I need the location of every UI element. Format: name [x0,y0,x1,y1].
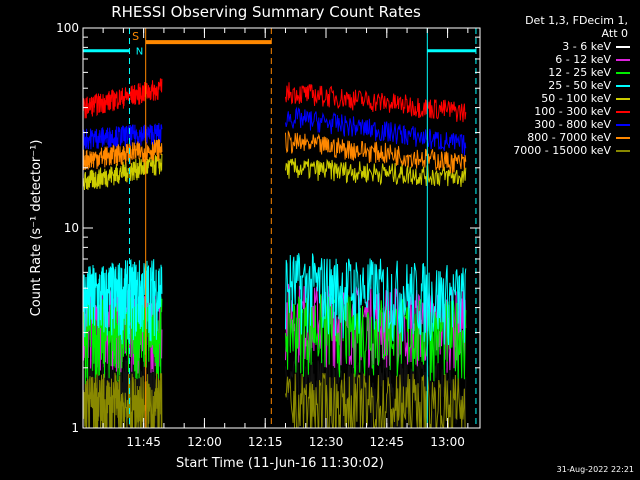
legend-swatch [616,71,630,74]
legend-swatch [616,149,630,152]
y-tick-label: 1 [71,421,79,435]
series-300-800-kev-segment-2 [285,106,467,156]
legend-header-2: Att 0 [601,27,628,40]
y-axis-label: Count Rate (s⁻¹ detector⁻¹) [29,140,44,317]
legend-item-7000-15000-kev: 7000 - 15000 keV [470,144,630,157]
series-800-7000-kev-segment-2 [285,130,467,174]
saa-label: S [132,30,139,43]
series-7000-15000-kev-segment-1 [82,372,163,429]
legend-swatch [616,136,630,139]
series-25-50-kev-segment-1 [82,259,163,345]
x-tick-label: 12:00 [187,435,222,449]
series-25-50-kev-segment-2 [285,253,467,346]
legend-item-3-6-kev: 3 - 6 keV [470,40,630,53]
legend: Det 1,3, FDecim 1, Att 0 3 - 6 keV 6 - 12… [470,14,630,157]
night-label: N [136,47,143,58]
series-300-800-kev-segment-1 [82,122,163,150]
legend-label: 7000 - 15000 keV [513,144,611,157]
legend-swatch [616,123,630,126]
legend-item-100-300-kev: 100 - 300 keV [470,105,630,118]
legend-label: 12 - 25 keV [548,66,611,79]
legend-swatch [616,84,630,87]
legend-item-800-7000-kev: 800 - 7000 keV [470,131,630,144]
y-tick-label: 10 [64,221,79,235]
legend-label: 50 - 100 keV [541,92,611,105]
legend-item-25-50-kev: 25 - 50 keV [470,79,630,92]
legend-label: 25 - 50 keV [548,79,611,92]
footer-timestamp: 31-Aug-2022 22:21 [556,465,634,474]
legend-swatch [616,45,630,48]
legend-swatch [616,110,630,113]
series-100-300-kev-segment-1 [82,78,163,119]
legend-item-12-25-kev: 12 - 25 keV [470,66,630,79]
series-7000-15000-kev-segment-2 [285,372,466,429]
legend-swatch [616,58,630,61]
series-800-7000-kev-segment-1 [82,139,163,171]
legend-item-6-12-kev: 6 - 12 keV [470,53,630,66]
x-tick-label: 12:15 [248,435,283,449]
series-50-100-kev-segment-1 [82,153,163,191]
x-axis-label: Start Time (11-Jun-16 11:30:02) [176,456,384,471]
legend-label: 6 - 12 keV [555,53,611,66]
legend-header-1: Det 1,3, FDecim 1, [525,14,628,27]
legend-label: 300 - 800 keV [534,118,611,131]
x-tick-label: 12:45 [369,435,404,449]
x-tick-label: 11:45 [126,435,161,449]
series-12-25-kev-segment-2 [285,291,467,385]
legend-label: 800 - 7000 keV [527,131,611,144]
y-tick-label: 100 [56,21,79,35]
series-50-100-kev-segment-2 [285,158,467,188]
x-tick-label: 12:30 [309,435,344,449]
legend-swatch [616,97,630,100]
legend-label: 100 - 300 keV [534,105,611,118]
legend-label: 3 - 6 keV [562,40,611,53]
x-tick-label: 13:00 [430,435,465,449]
legend-items: 3 - 6 keV 6 - 12 keV 12 - 25 keV 25 - 50 ke… [470,40,630,157]
legend-item-300-800-kev: 300 - 800 keV [470,118,630,131]
chart-title: RHESSI Observing Summary Count Rates [111,3,421,21]
series-100-300-kev-segment-2 [285,82,467,123]
legend-item-50-100-kev: 50 - 100 keV [470,92,630,105]
